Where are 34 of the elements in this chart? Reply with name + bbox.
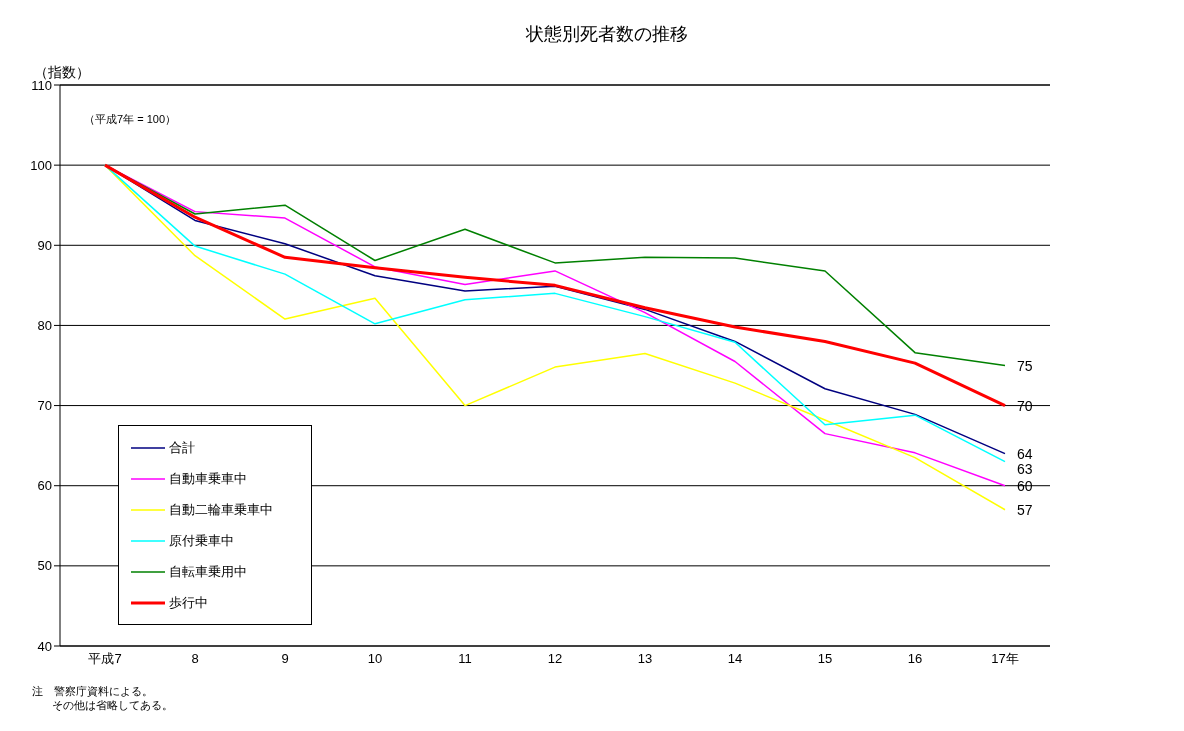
x-tick-label: 8 (191, 651, 199, 667)
y-tick-label: 60 (37, 478, 52, 494)
y-axis-title: （指数） (34, 64, 90, 80)
data-label: 64 (1017, 445, 1033, 462)
legend-label: 自動車乗車中 (169, 469, 247, 488)
legend-label: 歩行中 (169, 593, 208, 612)
data-label: 57 (1017, 501, 1033, 518)
x-tick-label: 16 (907, 651, 923, 667)
y-tick-label: 40 (37, 638, 52, 654)
text: その他は省略してある。 (51, 698, 173, 712)
x-tick-label: 平成7 (88, 651, 122, 667)
x-tick-label: 11 (458, 651, 472, 667)
x-tick-label: 14 (727, 651, 743, 667)
annotation: （平成7年 = 100） (84, 112, 177, 127)
x-tick-label: 12 (547, 651, 563, 667)
x-tick-label: 15 (817, 651, 833, 667)
chart-title: 状態別死者数の推移 (526, 24, 688, 44)
line-series (103, 163, 1007, 408)
legend-label: 合計 (169, 438, 195, 457)
y-tick-label: 70 (37, 398, 52, 414)
y-tick-label: 90 (37, 237, 52, 253)
x-tick-label: 10 (367, 651, 383, 667)
legend-label: 自転車乗用中 (169, 562, 247, 581)
x-tick-label: 9 (281, 651, 289, 667)
legend-label: 原付乗車中 (169, 531, 234, 550)
y-tick-label: 80 (37, 318, 52, 334)
x-tick-label: 17年 (991, 651, 1019, 667)
legend-label: 自動二輪車乗車中 (169, 500, 273, 519)
y-tick-label: 50 (37, 558, 52, 574)
text: 注 警察庁資料による。 (32, 684, 154, 698)
y-tick-label: 100 (30, 157, 52, 173)
data-label: 75 (1017, 357, 1033, 374)
data-label: 63 (1017, 460, 1033, 477)
x-tick-label: 13 (637, 651, 653, 667)
